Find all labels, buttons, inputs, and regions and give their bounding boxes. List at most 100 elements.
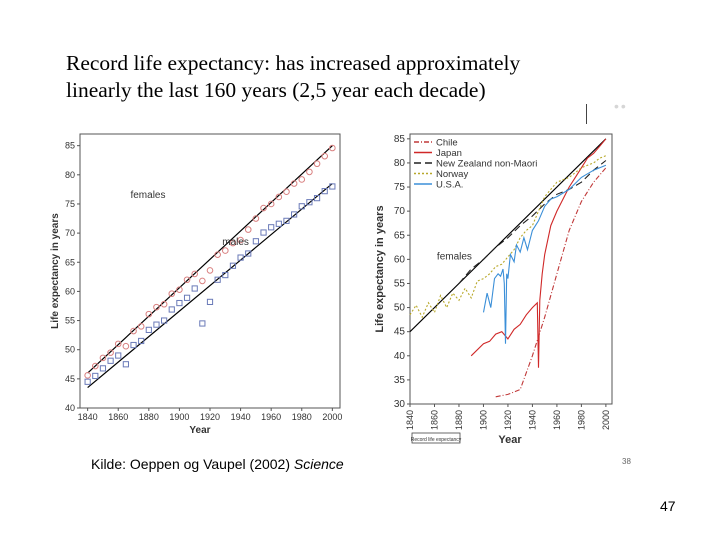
right-y-tick-label: 80 [394, 158, 406, 169]
left-point-males [168, 306, 175, 313]
title-line-2: linearly the last 160 years (2,5 year ea… [66, 78, 486, 102]
left-point-females [168, 290, 176, 298]
left-point-females [260, 204, 267, 212]
left-x-tick-label: 1980 [292, 412, 312, 422]
small-label-text: Record life expectancy [411, 437, 462, 443]
left-point-females [221, 247, 229, 254]
left-point-males [214, 276, 221, 283]
right-annotation-females: females [437, 251, 472, 262]
right-y-tick-label: 55 [394, 278, 406, 289]
left-point-males [130, 341, 137, 349]
left-point-males [298, 203, 305, 210]
legend-label: New Zealand non-Maori [436, 159, 537, 170]
page-number: 47 [660, 498, 676, 514]
left-x-axis-label: Year [189, 425, 210, 436]
left-point-females [321, 152, 329, 160]
left-point-females [290, 180, 298, 187]
left-point-males [115, 352, 122, 359]
left-point-males [145, 326, 152, 333]
left-point-males [84, 378, 91, 385]
left-y-tick-label: 45 [65, 374, 75, 384]
left-y-tick-label: 70 [65, 228, 75, 238]
left-point-females [153, 303, 160, 311]
left-point-males [199, 320, 206, 327]
left-point-males [183, 294, 191, 301]
left-x-tick-label: 1960 [261, 412, 281, 422]
right-plot-frame [409, 133, 613, 405]
right-y-tick-label: 50 [394, 303, 406, 314]
right-y-tick-label: 65 [394, 230, 406, 241]
source-citation: Kilde: Oeppen og Vaupel (2002) Science [91, 456, 344, 472]
right-series-u-s-a- [482, 164, 607, 344]
left-point-males [237, 254, 244, 261]
left-x-tick-label: 1880 [139, 412, 159, 422]
left-point-males [329, 183, 336, 190]
left-point-females [252, 215, 260, 222]
left-point-males [122, 361, 129, 368]
right-series-japan [470, 138, 607, 368]
left-point-males [107, 357, 114, 364]
left-point-females [206, 267, 214, 274]
left-point-females [329, 144, 336, 152]
left-annotation-females: females [130, 190, 165, 201]
left-point-females [214, 251, 221, 258]
right-x-tick-label: 1960 [552, 410, 562, 430]
right-x-axis-label: Year [498, 434, 522, 446]
right-series-new-zealand-non-maori [458, 160, 607, 284]
left-y-tick-label: 85 [65, 141, 75, 151]
left-trend-line [87, 183, 333, 389]
right-y-tick-label: 75 [394, 182, 406, 193]
left-point-females [91, 362, 99, 370]
right-trend-line [409, 138, 607, 333]
left-point-males [191, 285, 198, 292]
left-point-females [160, 300, 168, 308]
right-series-chile [495, 167, 607, 398]
left-point-males [291, 211, 298, 218]
left-x-tick-label: 1840 [78, 412, 98, 422]
left-x-tick-label: 2000 [322, 412, 342, 422]
left-point-females [283, 188, 290, 196]
left-point-males [283, 217, 290, 224]
left-point-females [199, 277, 206, 285]
title-line-1: Record life expectancy: has increased ap… [66, 51, 521, 75]
left-point-females [298, 176, 306, 183]
left-y-tick-label: 50 [65, 345, 75, 355]
left-point-females [114, 340, 122, 348]
right-y-tick-label: 85 [394, 134, 406, 145]
left-y-axis-label: Life expectancy in years [50, 213, 61, 329]
right-y-axis-label: Life expectancy in years [374, 205, 386, 332]
left-point-females [306, 168, 313, 176]
left-point-males [222, 271, 229, 279]
left-point-females [107, 349, 114, 356]
left-x-tick-label: 1860 [108, 412, 128, 422]
right-y-tick-label: 70 [394, 206, 406, 217]
right-y-tick-label: 35 [394, 375, 406, 386]
left-point-males [176, 299, 183, 307]
left-point-females [99, 354, 107, 362]
left-point-females [313, 160, 321, 168]
right-x-tick-label: 1980 [576, 410, 586, 430]
right-x-tick-label: 1840 [405, 410, 415, 430]
source-text: Kilde: Oeppen og Vaupel (2002) [91, 456, 294, 472]
small-label-box [411, 432, 461, 444]
left-point-males [92, 372, 99, 380]
left-point-females [191, 270, 199, 278]
left-point-females [176, 286, 183, 293]
left-point-females [183, 276, 191, 284]
left-point-males [206, 298, 214, 305]
inner-page-number: 38 [622, 457, 631, 466]
right-y-tick-label: 40 [394, 351, 406, 362]
legend-label: Chile [436, 138, 458, 149]
left-point-females [229, 239, 237, 247]
left-point-females [145, 310, 153, 318]
left-point-females [244, 226, 252, 233]
right-x-tick-label: 1920 [503, 410, 513, 430]
left-point-males [275, 220, 282, 227]
left-point-males [138, 337, 145, 345]
left-y-tick-label: 60 [65, 286, 75, 296]
right-y-tick-label: 30 [394, 399, 406, 410]
left-point-females [84, 372, 91, 379]
left-point-females [130, 327, 137, 335]
